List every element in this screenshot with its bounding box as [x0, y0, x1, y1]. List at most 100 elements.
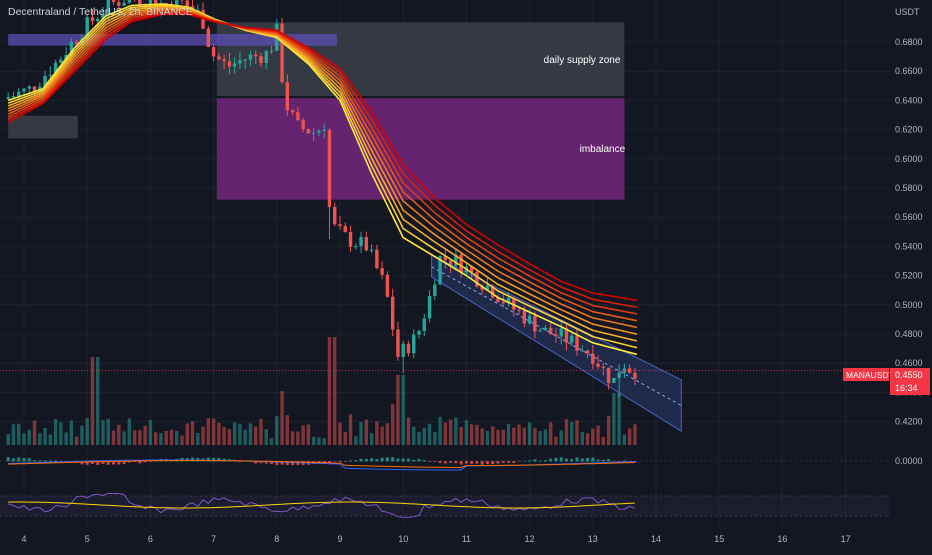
- volume-bar: [565, 419, 568, 445]
- time-tick: 7: [211, 534, 216, 544]
- macd-bar: [623, 461, 626, 462]
- volume-bar: [286, 415, 289, 445]
- candle-body: [560, 328, 563, 336]
- volume-bar: [80, 425, 83, 445]
- volume-bar: [507, 424, 510, 445]
- volume-bar: [17, 424, 20, 445]
- volume-bar: [459, 427, 462, 445]
- volume-bar: [470, 424, 473, 445]
- candle-body: [591, 354, 594, 364]
- volume-bar: [396, 375, 399, 445]
- price-tick: 0.6600: [895, 66, 923, 76]
- macd-bar: [423, 460, 426, 461]
- volume-bar: [259, 419, 262, 445]
- volume-bar: [560, 431, 563, 445]
- candle-body: [417, 331, 420, 335]
- volume-bar: [533, 428, 536, 445]
- volume-bar: [159, 433, 162, 445]
- volume-bar: [70, 420, 73, 445]
- macd-bar: [375, 459, 378, 462]
- candle-body: [323, 130, 326, 131]
- volume-bar: [528, 423, 531, 445]
- candle-body: [607, 368, 610, 383]
- badge-countdown: 16:34: [895, 383, 918, 393]
- macd-bar: [370, 458, 373, 461]
- macd-bar: [402, 458, 405, 461]
- volume-bar: [301, 425, 304, 445]
- volume-bar: [402, 375, 405, 445]
- candle-body: [502, 302, 505, 303]
- macd-bar: [354, 460, 357, 461]
- price-tick: 0.4800: [895, 329, 923, 339]
- candle-body: [354, 246, 357, 247]
- candle-body: [391, 297, 394, 330]
- price-tick: 0.5000: [895, 300, 923, 310]
- volume-bar: [354, 436, 357, 445]
- macd-bar: [386, 457, 389, 461]
- price-tick: 0.5200: [895, 271, 923, 281]
- volume-bar: [591, 429, 594, 445]
- volume-bar: [317, 437, 320, 445]
- candle-body: [59, 60, 62, 63]
- time-tick: 17: [841, 534, 851, 544]
- macd-bar: [381, 458, 384, 462]
- macd-bar: [12, 458, 15, 461]
- candle-body: [575, 336, 578, 351]
- macd-bar: [339, 461, 342, 462]
- volume-bar: [270, 438, 273, 445]
- volume-bar: [112, 431, 115, 445]
- macd-bar: [460, 461, 463, 465]
- candle-body: [375, 250, 378, 268]
- volume-bar: [359, 422, 362, 445]
- volume-bar: [491, 426, 494, 445]
- price-tick: 0.5800: [895, 183, 923, 193]
- macd-bar: [433, 461, 436, 462]
- volume-bar: [138, 430, 141, 445]
- macd-bar: [475, 461, 478, 464]
- candle-body: [249, 55, 252, 60]
- candle-body: [380, 268, 383, 275]
- macd-bar: [491, 461, 494, 464]
- volume-bar: [570, 422, 573, 445]
- time-tick: 8: [274, 534, 279, 544]
- volume-bar: [207, 418, 210, 445]
- time-tick: 15: [714, 534, 724, 544]
- candle-body: [523, 311, 526, 324]
- volume-bar: [22, 433, 25, 445]
- volume-bar: [291, 431, 294, 445]
- candle-body: [75, 42, 78, 43]
- candle-body: [344, 226, 347, 232]
- candle-body: [307, 129, 310, 133]
- volume-bar: [586, 433, 589, 445]
- macd-zero-tick: 0.0000: [895, 456, 923, 466]
- macd-bar: [28, 458, 31, 461]
- candle-body: [312, 133, 315, 134]
- candle-body: [217, 56, 220, 59]
- candle-body: [286, 82, 289, 110]
- candle-body: [386, 275, 389, 297]
- volume-bar: [380, 426, 383, 445]
- volume-bar: [438, 417, 441, 445]
- candle-body: [228, 61, 231, 66]
- candle-body: [533, 316, 536, 332]
- macd-bar: [17, 457, 20, 461]
- candle-body: [291, 110, 294, 112]
- macd-bar: [360, 459, 363, 462]
- volume-bar: [475, 425, 478, 445]
- volume-bar: [49, 435, 52, 445]
- volume-bar: [122, 431, 125, 445]
- volume-bar: [191, 421, 194, 445]
- candle-body: [407, 344, 410, 353]
- macd-bar: [528, 460, 531, 461]
- macd-bar: [38, 460, 41, 461]
- symbol-title[interactable]: Decentraland / TetherUS, 2h, BINANCE: [8, 6, 193, 18]
- volume-bar: [59, 422, 62, 445]
- candle-body: [254, 55, 257, 57]
- volume-bar: [323, 438, 326, 445]
- volume-bar: [370, 433, 373, 445]
- macd-bar: [507, 461, 510, 463]
- rsi-pane: [0, 493, 890, 517]
- volume-bar: [143, 426, 146, 445]
